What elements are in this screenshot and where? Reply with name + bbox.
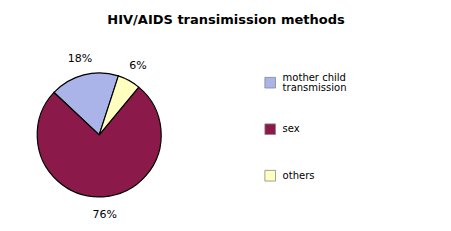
svg-text:others: others	[283, 170, 315, 181]
svg-text:sex: sex	[283, 123, 300, 134]
svg-text:6%: 6%	[129, 59, 146, 72]
svg-text:mother childtransmission: mother childtransmission	[283, 72, 347, 93]
svg-text:18%: 18%	[68, 52, 92, 65]
svg-text:76%: 76%	[92, 208, 116, 221]
svg-text:HIV/AIDS transimission methods: HIV/AIDS transimission methods	[107, 12, 345, 27]
